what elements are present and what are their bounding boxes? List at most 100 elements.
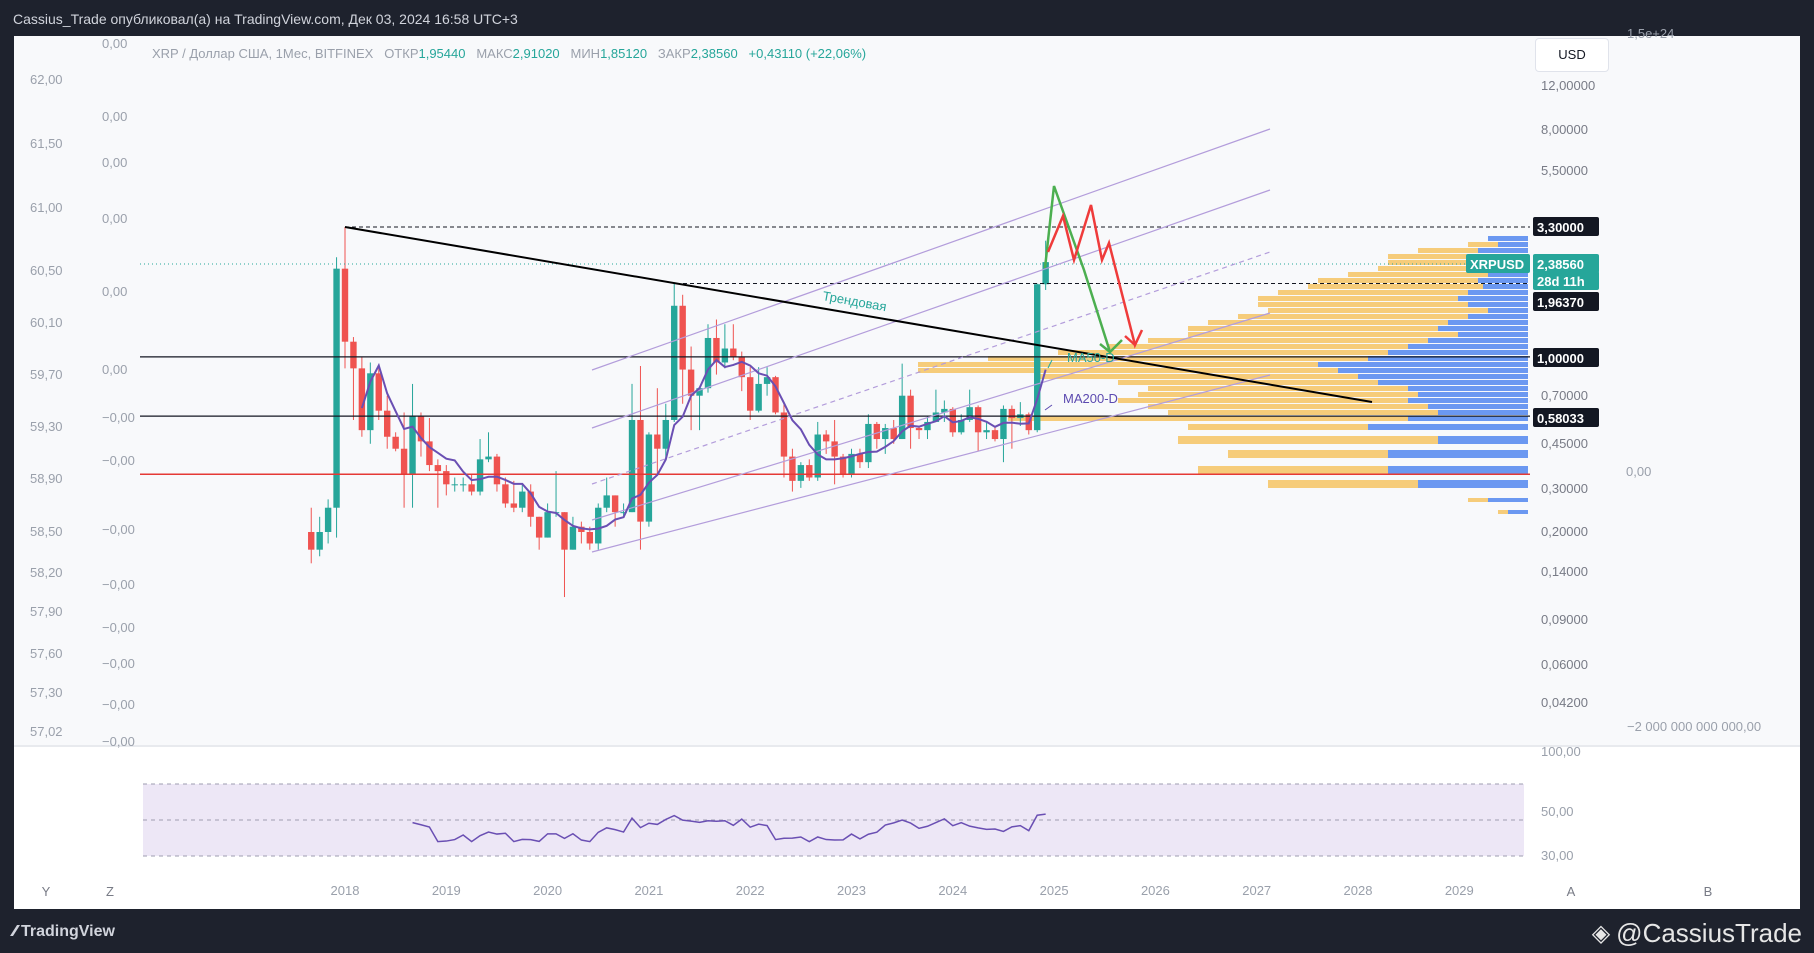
change-value: +0,43110 (+22,06%) — [748, 46, 867, 61]
vp-buy-0 — [1488, 236, 1528, 241]
candle-body-2021-06 — [687, 369, 695, 396]
price-tag-5: 1,00000 — [1537, 351, 1584, 366]
rsi-line — [412, 813, 1046, 843]
left-tick-a-10: 57,90 — [30, 604, 63, 619]
left-tick-b-13: −0,00 — [102, 734, 135, 749]
vp-sell-2 — [1418, 248, 1478, 253]
rsi-tick-2: 30,00 — [1541, 848, 1574, 863]
x-tick-2018: 2018 — [331, 883, 360, 898]
candle-body-2018-09 — [409, 416, 416, 475]
channel-line-1 — [591, 189, 1271, 429]
vp-sell-24 — [1118, 380, 1378, 385]
candle-body-2024-06 — [991, 430, 999, 440]
left-tick-b-5: 0,00 — [102, 362, 127, 377]
candle-body-2021-01 — [645, 434, 653, 522]
left-tick-b-10: −0,00 — [102, 620, 135, 635]
ma200-annotation: MA200-D — [1063, 391, 1118, 406]
price-tag-0: 3,30000 — [1537, 220, 1584, 235]
candle-body-2019-04 — [468, 484, 475, 492]
right-tick-0: 12,00000 — [1541, 78, 1595, 93]
x-tick-2024: 2024 — [938, 883, 967, 898]
left-tick-b-12: −0,00 — [102, 697, 135, 712]
vp-buy-21 — [1318, 362, 1528, 367]
vp-buy-9 — [1468, 290, 1528, 295]
vp-buy-6 — [1488, 272, 1528, 277]
left-tick-a-2: 61,00 — [30, 200, 63, 215]
candle-body-2020-09 — [611, 495, 619, 513]
x-tick-2020: 2020 — [533, 883, 562, 898]
price-tag-bg-3 — [1533, 271, 1599, 290]
vp-sell-28 — [1148, 404, 1428, 409]
vp-buy-19 — [1388, 350, 1528, 355]
vp-buy-37 — [1508, 510, 1528, 514]
candle-body-2023-02 — [856, 453, 864, 463]
left-tick-a-9: 58,20 — [30, 565, 63, 580]
vp-buy-12 — [1488, 308, 1528, 313]
publisher-line: Cassius_Trade опубликовал(а) на TradingV… — [13, 11, 518, 27]
vp-sell-1 — [1468, 242, 1498, 247]
vp-buy-23 — [1358, 374, 1528, 379]
right-tick-13: 0,09000 — [1541, 612, 1588, 627]
price-tag-bg-5 — [1533, 348, 1599, 367]
candle-body-2018-01 — [341, 268, 349, 342]
candle-body-2019-07 — [493, 456, 501, 485]
candle-body-2018-10 — [417, 416, 425, 442]
channel-line-3 — [591, 312, 1271, 521]
ma50-annotation: MA50-D — [1067, 350, 1115, 365]
candle-body-2024-08 — [1008, 408, 1016, 419]
vp-sell-20 — [988, 356, 1368, 361]
vp-buy-13 — [1468, 314, 1528, 319]
left-tick-a-0: 62,00 — [30, 72, 63, 87]
candle-body-2020-04 — [569, 526, 577, 550]
vp-sell-6 — [1348, 272, 1488, 277]
vp-buy-29 — [1438, 410, 1528, 415]
left-tick-b-7: −0,00 — [102, 453, 135, 468]
candle-body-2022-11 — [831, 441, 838, 457]
axis-button-Z: Z — [106, 884, 114, 899]
candle-body-2021-12 — [738, 356, 745, 378]
candle-body-2019-02 — [451, 484, 458, 486]
price-tag-bg-6 — [1533, 408, 1599, 427]
vp-sell-35 — [1268, 480, 1418, 488]
left-tick-b-3: 0,00 — [102, 211, 127, 226]
vp-sell-32 — [1178, 436, 1438, 444]
vp-sell-34 — [1198, 466, 1388, 474]
left-tick-b-8: −0,00 — [102, 522, 135, 537]
vp-sell-30 — [1008, 416, 1408, 421]
vp-sell-27 — [1118, 398, 1408, 403]
open-label: ОТКР — [384, 46, 419, 61]
candle-body-2019-03 — [459, 484, 467, 486]
candle-body-2021-11 — [730, 348, 737, 357]
vp-buy-26 — [1418, 392, 1528, 397]
candle-body-2023-09 — [915, 428, 923, 431]
x-tick-2026: 2026 — [1141, 883, 1170, 898]
left-tick-a-5: 59,70 — [30, 367, 63, 382]
price-tag-bg-4 — [1533, 292, 1599, 311]
vp-sell-7 — [1318, 278, 1478, 283]
candle-body-2022-10 — [822, 434, 830, 442]
vp-sell-10 — [1258, 296, 1458, 301]
left-tick-b-11: −0,00 — [102, 656, 135, 671]
vp-sell-31 — [1188, 424, 1368, 430]
channel-line-2 — [591, 251, 1271, 485]
candle-body-2019-12 — [535, 516, 543, 538]
right-tick-2: 5,50000 — [1541, 163, 1588, 178]
vp-sell-19 — [1058, 350, 1388, 355]
vp-sell-23 — [1038, 374, 1358, 379]
vp-sell-18 — [1108, 344, 1408, 349]
candle-body-2019-11 — [527, 491, 534, 517]
candle-body-2019-08 — [502, 484, 509, 504]
tradingview-logo[interactable]: ⁄⁄⁄ TradingView — [13, 923, 115, 941]
brand-text: TradingView — [21, 923, 115, 940]
x-tick-2021: 2021 — [634, 883, 663, 898]
price-tag-3: 28d 11h — [1537, 274, 1585, 289]
candle-body-2019-09 — [510, 503, 518, 508]
left-tick-a-12: 57,30 — [30, 685, 63, 700]
vp-sell-36 — [1468, 498, 1488, 502]
currency-button[interactable]: USD — [1535, 38, 1609, 72]
author-watermark: ◈ @CassiusTrade — [1592, 918, 1802, 949]
price-tag-bg-1 — [1466, 254, 1530, 273]
ma50-pointer — [1047, 359, 1053, 369]
low-value: 1,85120 — [600, 46, 648, 61]
